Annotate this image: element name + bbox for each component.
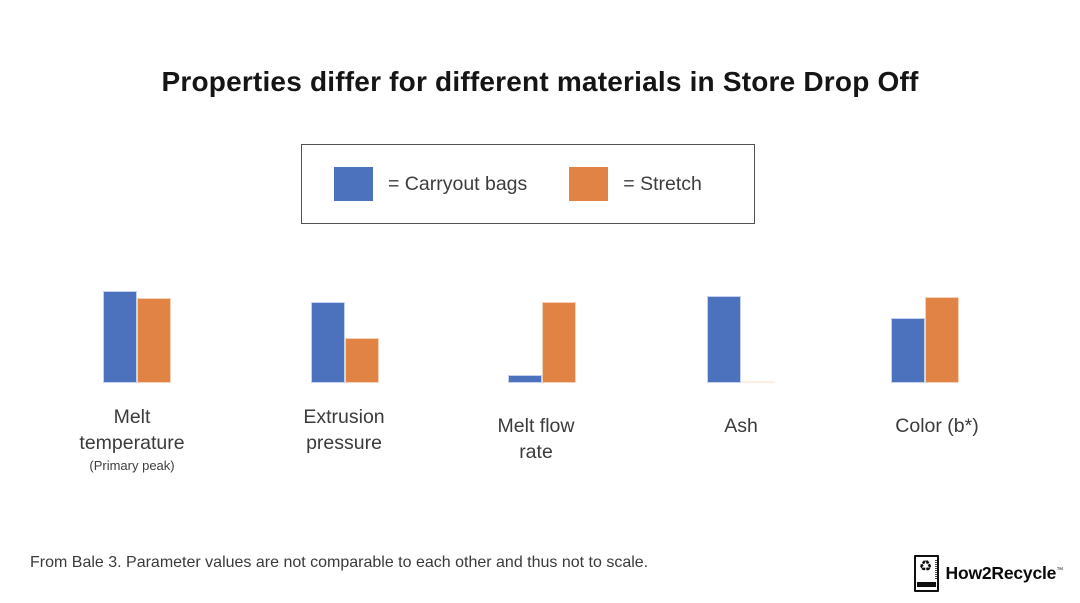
category-label-melt-temperature-primary-peak: Melt temperature (Primary peak) (79, 406, 185, 473)
logo-wordmark: How2Recycle™ (945, 563, 1064, 584)
legend-item-carryout: = Carryout bags (334, 167, 527, 201)
recycle-tag-icon: ♻ (913, 555, 939, 592)
category-label-ash: Ash (724, 415, 758, 437)
stretch-swatch-icon (569, 167, 609, 201)
legend-label-carryout: = Carryout bags (388, 172, 528, 195)
tag-band (916, 582, 936, 587)
page-title: Properties differ for different material… (161, 66, 919, 97)
microtext-strip (934, 560, 937, 580)
category-label-melt-flow-rate: Melt flow rate (497, 415, 575, 463)
bar-stretch-melt-temperature-primary-peak (137, 298, 171, 383)
trademark-mark: ™ (1056, 567, 1063, 575)
chart-legend: = Carryout bags = Stretch (301, 144, 755, 224)
legend-item-stretch: = Stretch (569, 167, 702, 201)
carryout-swatch-icon (334, 167, 373, 201)
category-label-color-b: Color (b*) (895, 415, 979, 437)
recycle-icon: ♻ (918, 558, 933, 575)
source-footnote: From Bale 3. Parameter values are not co… (30, 554, 649, 571)
bar-carryout-bags-ash (707, 296, 741, 383)
bar-carryout-bags-melt-flow-rate (508, 375, 542, 383)
category-label-extrusion-pressure: Extrusion pressure (303, 406, 385, 454)
bar-stretch-melt-flow-rate (542, 302, 576, 383)
bar-stretch-extrusion-pressure (345, 338, 379, 383)
bar-carryout-bags-extrusion-pressure (311, 302, 345, 383)
legend-label-stretch: = Stretch (623, 172, 702, 195)
how2recycle-logo: ♻ How2Recycle™ (913, 555, 1064, 592)
bar-stretch-ash (741, 381, 775, 383)
bar-carryout-bags-melt-temperature-primary-peak (103, 291, 137, 383)
logo-text: How2Recycle (945, 563, 1057, 583)
bar-stretch-color-b (925, 297, 959, 383)
bar-carryout-bags-color-b (891, 318, 925, 383)
